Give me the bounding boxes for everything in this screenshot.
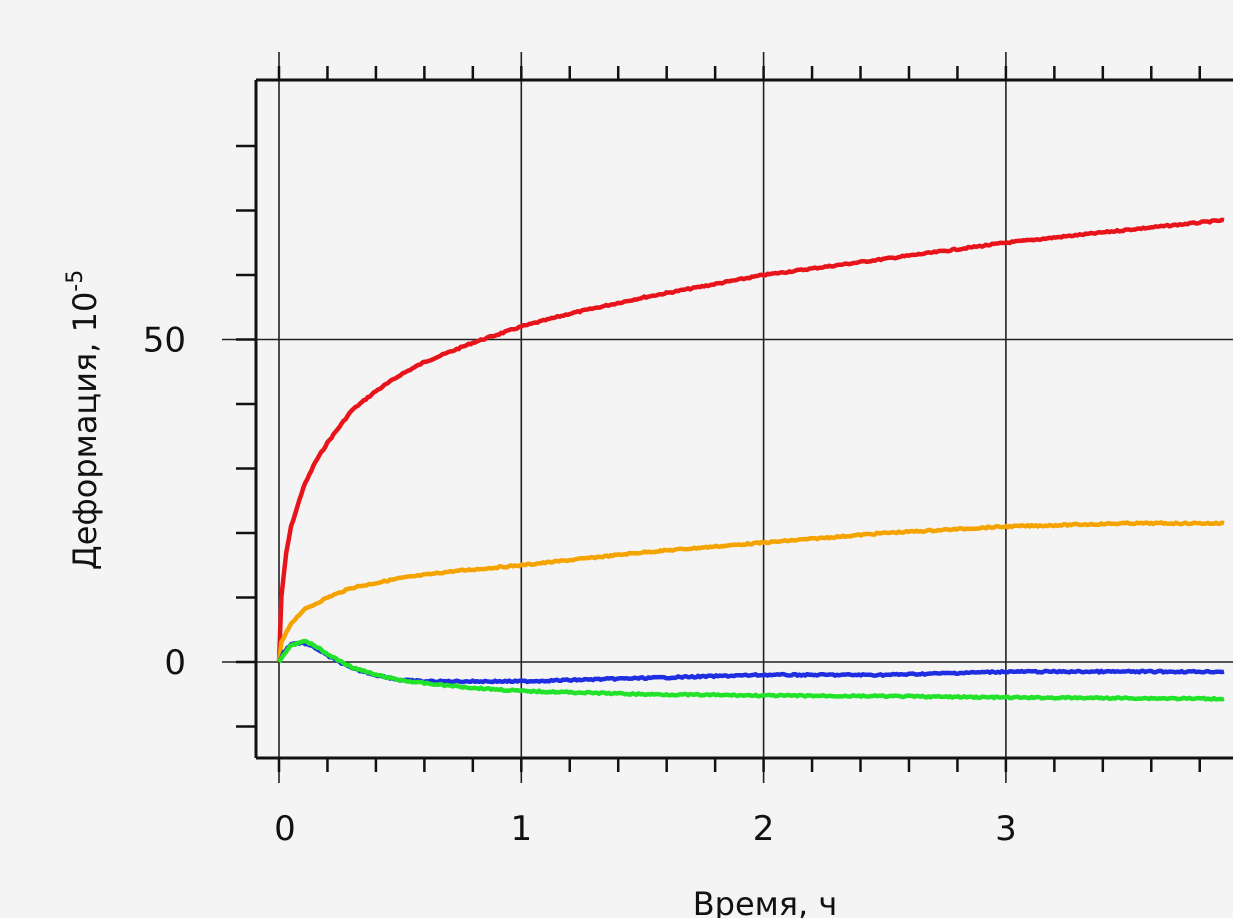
y-axis-label-main: Деформация, 10: [66, 292, 104, 571]
series-line-0: [276, 217, 1225, 663]
x-tick-label-0: 0: [274, 809, 296, 849]
x-tick-label-3: 3: [995, 809, 1017, 849]
y-tick-label-50: 50: [143, 321, 186, 361]
axes-frame: [254, 78, 1233, 760]
series-line-2: [277, 639, 1225, 685]
x-tick-label-2: 2: [753, 809, 775, 849]
x-tick-label-1: 1: [510, 809, 532, 849]
minor-ticks: [236, 66, 1201, 772]
x-axis-label: Время, ч: [693, 885, 838, 918]
series-line-1: [276, 520, 1225, 662]
tick-labels: 0 1 2 3 0 50: [143, 321, 1017, 850]
y-axis-label: Деформация, 10-5: [63, 270, 104, 571]
y-axis-label-exponent: -5: [63, 270, 88, 292]
y-tick-label-0: 0: [164, 643, 186, 683]
series-line-3: [277, 638, 1225, 702]
series-group: [276, 217, 1225, 702]
